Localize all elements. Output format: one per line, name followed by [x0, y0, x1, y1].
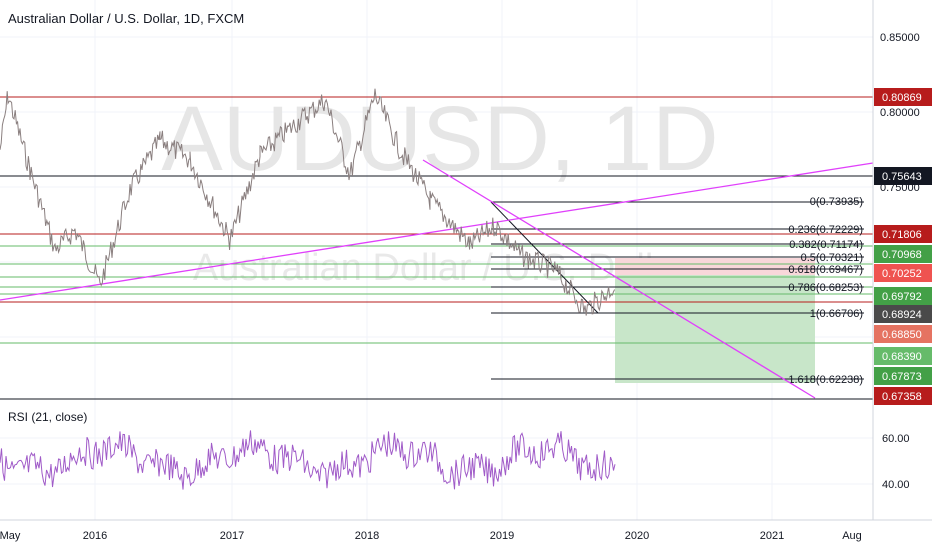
- fib-label-05: 0.5(0.70321): [801, 252, 863, 264]
- time-label-2021: 2021: [760, 530, 784, 542]
- time-axis[interactable]: May 2016 2017 2018 2019 2020 2021 Aug: [0, 519, 932, 542]
- price-label-text: 0.71806: [882, 229, 922, 241]
- fib-label-0786: 0.786(0.68253): [788, 282, 863, 294]
- long-position-stop-zone[interactable]: [615, 258, 815, 275]
- price-label-text: 0.68390: [882, 351, 922, 363]
- price-label-bg: [874, 347, 932, 365]
- price-label-bg: [874, 245, 932, 263]
- price-label-text: 0.70968: [882, 249, 922, 261]
- price-scale[interactable]: 0.85000 0.80000 0.75000 0.808690.756430.…: [872, 0, 932, 520]
- price-label-text: 0.75643: [882, 171, 922, 183]
- time-label-2017: 2017: [220, 530, 244, 542]
- price-label-text: 0.68850: [882, 329, 922, 341]
- rsi-tick-40: 40.00: [882, 479, 910, 491]
- time-label-2019: 2019: [490, 530, 514, 542]
- price-label-bg: [874, 287, 932, 305]
- rsi-title: RSI (21, close): [8, 410, 88, 424]
- price-label-bg: [874, 88, 932, 106]
- horizontal-levels[interactable]: [0, 96, 873, 344]
- watermark-name: Australian Dollar / U.S. Dollar: [193, 247, 688, 289]
- price-label-text: 0.67873: [882, 371, 922, 383]
- rsi-line: [0, 430, 616, 490]
- price-label-text: 0.68924: [882, 309, 922, 321]
- fib-label-0: 0(0.73935): [810, 196, 863, 208]
- price-series: [0, 88, 616, 316]
- fib-label-1618: 1.618(0.62238): [788, 374, 863, 386]
- long-position-target-zone[interactable]: [615, 275, 815, 383]
- grid: [0, 0, 873, 520]
- price-label-bg: [874, 305, 932, 323]
- price-label-bg: [874, 367, 932, 385]
- fib-label-0382: 0.382(0.71174): [789, 239, 863, 251]
- price-tick-085: 0.85000: [880, 32, 920, 44]
- price-tick-080: 0.80000: [880, 107, 920, 119]
- price-label-text: 0.80869: [882, 92, 922, 104]
- time-label-aug: Aug: [842, 530, 862, 542]
- watermark-symbol: AUDUSD, 1D: [161, 88, 718, 190]
- chart-title: Australian Dollar / U.S. Dollar, 1D, FXC…: [8, 11, 245, 26]
- price-label-bg: [874, 264, 932, 282]
- price-label-bg: [874, 325, 932, 343]
- time-label-may: May: [0, 530, 21, 542]
- rsi-pane: [0, 430, 873, 490]
- trendline-falling[interactable]: [422, 159, 816, 399]
- fib-label-0236: 0.236(0.72229): [788, 224, 863, 236]
- fib-label-1: 1(0.66706): [810, 308, 863, 320]
- price-label-bg: [874, 167, 932, 185]
- price-label-bg: [874, 387, 932, 405]
- price-label-text: 0.69792: [882, 291, 922, 303]
- price-labels: 0.80869 0.75643 0.71806 0.70968 0.70252 0.697…: [874, 88, 932, 405]
- trendline-rising[interactable]: [0, 162, 874, 301]
- rsi-tick-60: 60.00: [882, 433, 910, 445]
- time-label-2018: 2018: [355, 530, 379, 542]
- price-label-bg: [874, 225, 932, 243]
- time-label-2020: 2020: [625, 530, 649, 542]
- time-label-2016: 2016: [83, 530, 107, 542]
- price-label-text: 0.67358: [882, 391, 922, 403]
- price-label-text: 0.70252: [882, 268, 922, 280]
- fib-label-0618: 0.618(0.69467): [788, 264, 863, 276]
- fibonacci-retracement[interactable]: [490, 201, 864, 380]
